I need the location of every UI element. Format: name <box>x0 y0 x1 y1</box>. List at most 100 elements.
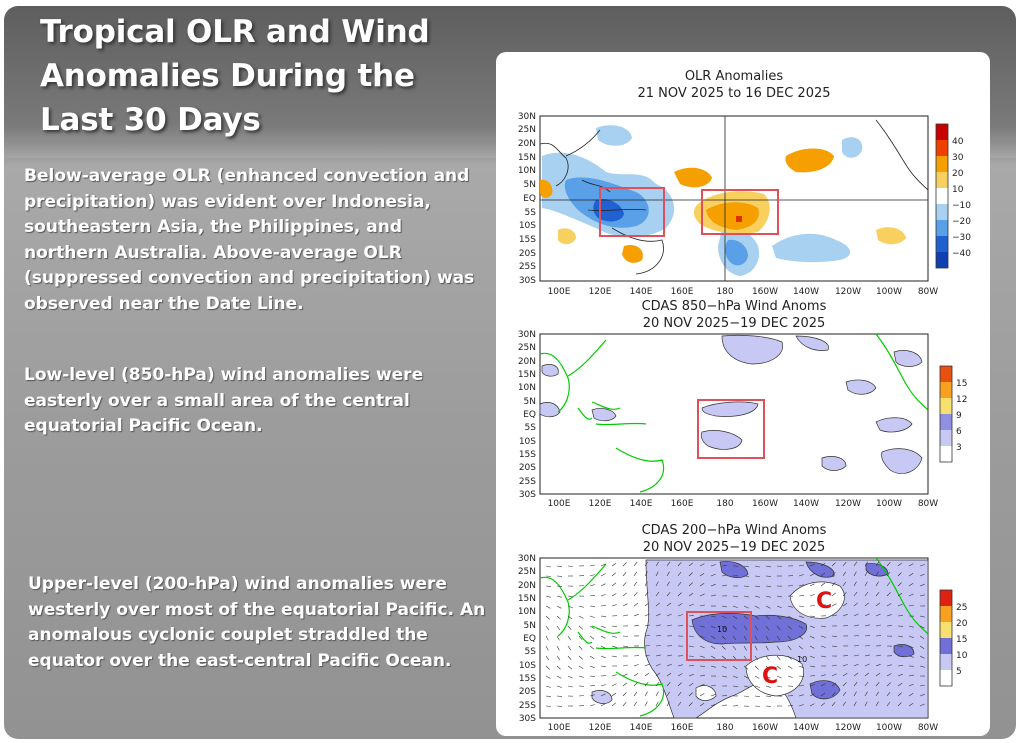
wind-vector <box>908 655 914 658</box>
wind-vector <box>908 604 914 607</box>
wind-vector <box>545 635 549 641</box>
wind-vector <box>545 695 551 697</box>
wind-vector <box>908 572 914 577</box>
wind-vector <box>644 663 650 667</box>
wind-vector <box>776 595 782 598</box>
wind-vector <box>831 572 836 577</box>
wind-vector <box>666 663 672 667</box>
wind-vector <box>644 672 650 677</box>
wind-vector <box>853 681 858 687</box>
wind-vector <box>677 701 682 707</box>
wind-vector <box>897 682 903 687</box>
olr-lat-label: 15N <box>518 153 536 163</box>
wind-vector <box>622 664 628 667</box>
wind-vector <box>754 625 759 631</box>
wind-vector <box>578 645 583 650</box>
wind-vector <box>633 691 638 697</box>
olr-colorbar-label: 20 <box>952 169 964 179</box>
wind-vector <box>589 704 595 707</box>
wind200-lon-label: 160E <box>671 723 694 733</box>
olr-colorbar-label: 30 <box>952 153 964 163</box>
wind-vector <box>754 635 758 641</box>
wind-vector <box>655 672 661 677</box>
wind-vector <box>589 584 595 587</box>
wind-vector <box>589 694 595 697</box>
wind-vector <box>567 635 572 641</box>
olr-lat-label: 25S <box>519 262 536 272</box>
wind-vector <box>798 635 804 640</box>
wind-vector <box>677 592 682 597</box>
wind-vector <box>809 625 815 628</box>
wind-vector <box>622 592 627 597</box>
wind-vector <box>809 594 815 597</box>
wind850-title: CDAS 850−hPa Wind Anoms <box>642 299 827 314</box>
wind200-lat-label: 15S <box>519 674 536 684</box>
wind850-lon-label: 160W <box>752 499 778 509</box>
wind-vector <box>798 574 804 577</box>
wind-vector <box>556 695 563 697</box>
wind-vector <box>567 595 573 598</box>
wind850-lon-label: 180 <box>716 499 733 509</box>
wind-vector <box>776 605 782 609</box>
wind-vector <box>677 682 682 687</box>
wind-vector <box>578 605 584 608</box>
olr-anomaly-map: OLR Anomalies 21 NOV 2025 to 16 DEC 2025 <box>518 69 971 297</box>
wind-vector <box>556 665 561 670</box>
olr-lon-label: 160E <box>671 287 694 297</box>
wind-vector <box>666 602 672 607</box>
wind-vector <box>908 583 914 587</box>
wind-vector <box>644 654 650 657</box>
olr-lon-label: 120W <box>835 287 861 297</box>
wind-vector <box>721 605 727 608</box>
wind-vector <box>644 571 648 577</box>
wind-vector <box>886 673 892 677</box>
olr-lon-label: 140E <box>630 287 653 297</box>
wind-vector <box>622 702 627 707</box>
wind-vector <box>919 564 925 567</box>
olr-lat-axis: 30N 25N 20N 15N 10N 5N EQ 5S 10S 15S 20S… <box>518 112 536 286</box>
wind-vector <box>864 654 870 657</box>
wind-vector <box>908 683 914 687</box>
wind-vector <box>919 573 925 577</box>
wind-vector <box>831 682 837 687</box>
wind-vector <box>545 655 550 661</box>
wind-vector <box>556 675 562 679</box>
wind-vector <box>578 655 583 660</box>
wind-vector <box>908 593 914 597</box>
wind-vector <box>666 581 670 587</box>
wind-vector <box>545 595 551 598</box>
wind850-lat-label: 15S <box>519 450 536 460</box>
wind-vector <box>820 702 826 707</box>
wind-vector <box>831 692 836 697</box>
wind-vector <box>677 691 682 697</box>
wind-vector <box>644 681 649 687</box>
wind-vector <box>655 645 662 647</box>
wind-vector <box>886 571 891 577</box>
wind-vector <box>633 655 640 657</box>
wind-vector <box>765 625 770 631</box>
wind-vector <box>578 665 584 669</box>
wind850-lat-axis: 30N 25N 20N 15N 10N 5N EQ 5S 10S 15S 20S… <box>518 330 536 500</box>
wind-vector <box>611 702 616 707</box>
wind-vector <box>732 685 739 687</box>
wind-vector <box>864 663 870 667</box>
wind-vector <box>886 614 892 617</box>
wind200-lat-label: 5S <box>525 647 537 657</box>
slide-title: Tropical OLR and Wind Anomalies During t… <box>40 14 430 138</box>
wind-vector <box>787 615 793 619</box>
olr-colorbar: 40 30 20 10 −10 −20 −30 −40 <box>935 123 971 269</box>
wind-vector <box>721 665 727 669</box>
wind850-lat-label: 25S <box>519 477 536 487</box>
wind-vector <box>600 693 606 697</box>
wind200-lat-label: 10N <box>518 607 536 617</box>
wind-vector <box>556 615 561 620</box>
wind-vector <box>600 583 606 587</box>
wind-vector <box>875 701 879 707</box>
wind-vector <box>919 665 925 668</box>
cyclone-marker-south: C <box>762 664 778 689</box>
wind850-period: 20 NOV 2025−19 DEC 2025 <box>643 316 826 331</box>
wind-vector <box>567 615 573 620</box>
wind200-lon-axis: 100E 120E 140E 160E 180 160W 140W 120W 1… <box>548 723 939 733</box>
wind-vector <box>655 681 660 687</box>
wind850-colorbar: 15 12 9 6 3 <box>939 365 967 463</box>
